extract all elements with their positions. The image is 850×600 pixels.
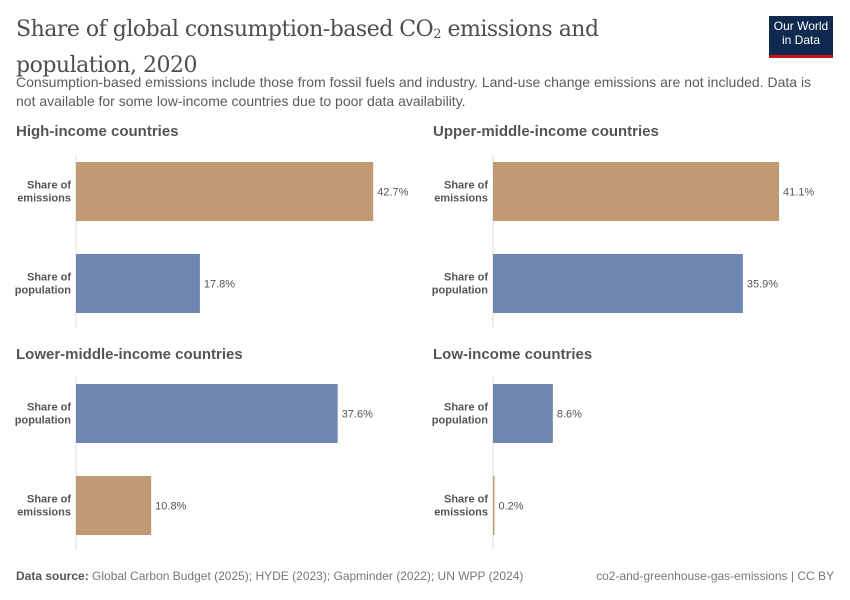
value-label: 35.9% bbox=[747, 279, 778, 291]
category-label: Share of bbox=[27, 180, 71, 192]
category-label: Share of bbox=[444, 272, 488, 284]
license-link[interactable]: co2-and-greenhouse-gas-emissions | CC BY bbox=[596, 569, 834, 583]
category-label: emissions bbox=[434, 193, 488, 205]
bar-share-of-population[interactable] bbox=[76, 384, 338, 443]
category-label: population bbox=[15, 285, 71, 297]
bar-share-of-emissions[interactable] bbox=[493, 162, 780, 221]
value-label: 41.1% bbox=[783, 187, 814, 199]
bar-share-of-emissions[interactable] bbox=[76, 162, 374, 221]
value-label: 8.6% bbox=[557, 409, 582, 421]
category-label: Share of bbox=[444, 494, 488, 506]
value-label: 42.7% bbox=[377, 187, 408, 199]
chart-subtitle: Consumption-based emissions include thos… bbox=[16, 74, 812, 109]
bar-share-of-population[interactable] bbox=[493, 254, 743, 313]
category-label: emissions bbox=[17, 507, 71, 519]
value-label: 37.6% bbox=[342, 409, 373, 421]
category-label: emissions bbox=[17, 193, 71, 205]
footer: Data source: Global Carbon Budget (2025)… bbox=[16, 569, 834, 583]
owid-logo[interactable]: Our World in Data bbox=[769, 16, 833, 58]
value-label: 10.8% bbox=[155, 501, 186, 513]
panel-title-low: Low-income countries bbox=[433, 346, 593, 363]
bar-share-of-population[interactable] bbox=[76, 254, 200, 313]
panel-title-high: High-income countries bbox=[16, 123, 179, 140]
category-label: population bbox=[15, 415, 71, 427]
bar-share-of-emissions[interactable] bbox=[76, 476, 152, 535]
bar-share-of-emissions[interactable] bbox=[493, 476, 495, 535]
category-label: Share of bbox=[27, 494, 71, 506]
bar-share-of-population[interactable] bbox=[493, 384, 553, 443]
panel-title-lower-middle: Lower-middle-income countries bbox=[16, 346, 243, 363]
value-label: 17.8% bbox=[204, 279, 235, 291]
data-source: Global Carbon Budget (2025); HYDE (2023)… bbox=[88, 569, 524, 583]
value-label: 0.2% bbox=[499, 501, 524, 513]
category-label: Share of bbox=[27, 272, 71, 284]
category-label: Share of bbox=[444, 180, 488, 192]
category-label: population bbox=[432, 285, 488, 297]
category-label: Share of bbox=[444, 402, 488, 414]
category-label: Share of bbox=[27, 402, 71, 414]
category-label: population bbox=[432, 415, 488, 427]
panel-title-upper-middle: Upper-middle-income countries bbox=[433, 123, 659, 140]
category-label: emissions bbox=[434, 507, 488, 519]
chart-title: Share of global consumption-based CO2 em… bbox=[16, 17, 599, 78]
